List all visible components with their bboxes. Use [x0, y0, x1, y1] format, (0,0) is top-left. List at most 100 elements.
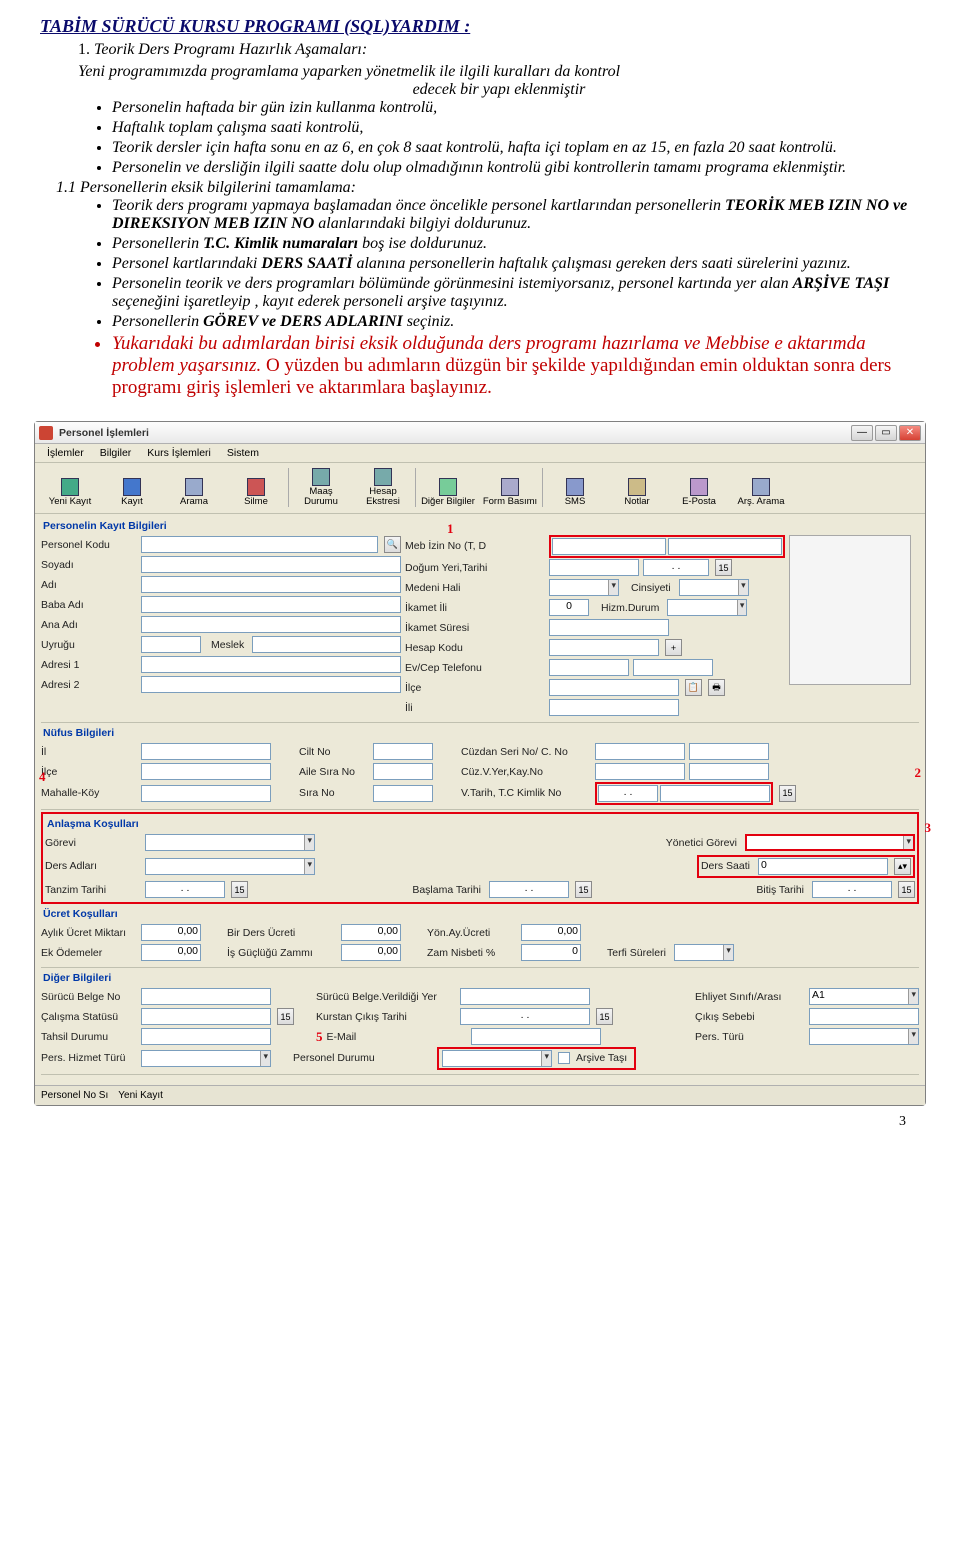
app-icon [39, 426, 53, 440]
input[interactable] [141, 763, 271, 780]
toolbar-button[interactable]: E-Posta [668, 466, 730, 509]
stepper-icon[interactable]: ▴▾ [894, 858, 911, 875]
date-icon[interactable]: 15 [231, 881, 248, 898]
input[interactable]: 0,00 [341, 944, 401, 961]
maximize-button[interactable]: ▭ [875, 425, 897, 441]
input[interactable] [549, 659, 629, 676]
input[interactable] [689, 743, 769, 760]
input[interactable] [549, 619, 669, 636]
ders-adlari-combo[interactable] [145, 858, 315, 875]
date-icon[interactable]: 15 [898, 881, 915, 898]
input[interactable]: 0 [521, 944, 581, 961]
input[interactable] [633, 659, 713, 676]
input[interactable] [373, 743, 433, 760]
toolbar-button[interactable]: Yeni Kayıt [39, 466, 101, 509]
combo[interactable] [667, 599, 747, 616]
bitis-input[interactable]: . . [812, 881, 892, 898]
input[interactable] [809, 1008, 919, 1025]
input[interactable] [460, 988, 590, 1005]
baslama-input[interactable]: . . [489, 881, 569, 898]
date-input[interactable]: . . [643, 559, 709, 576]
field-label: İş Güçlüğü Zammı [227, 947, 337, 959]
input[interactable]: 0,00 [341, 924, 401, 941]
print-icon[interactable]: 🖶 [708, 679, 725, 696]
lookup-icon[interactable]: 🔍 [384, 536, 401, 553]
input[interactable] [141, 536, 378, 553]
toolbar-button[interactable]: Form Basımı [479, 466, 541, 509]
toolbar-button[interactable]: Silme [225, 466, 287, 509]
close-button[interactable]: ✕ [899, 425, 921, 441]
input[interactable] [141, 1008, 271, 1025]
toolbar-button[interactable]: Hesap Ekstresi [352, 466, 414, 509]
date-icon[interactable]: 15 [596, 1008, 613, 1025]
input[interactable]: A1 [809, 988, 919, 1005]
menu-item[interactable]: İşlemler [41, 446, 90, 460]
menu-item[interactable]: Bilgiler [94, 446, 138, 460]
input[interactable] [595, 743, 685, 760]
gorevi-combo[interactable] [145, 834, 315, 851]
combo[interactable] [549, 579, 619, 596]
input[interactable] [549, 639, 659, 656]
toolbar-button[interactable]: Kayıt [101, 466, 163, 509]
minimize-button[interactable]: — [851, 425, 873, 441]
input[interactable] [141, 676, 401, 693]
input[interactable] [471, 1028, 601, 1045]
input[interactable] [689, 763, 769, 780]
input[interactable] [141, 576, 401, 593]
input[interactable]: 0 [549, 599, 589, 616]
input[interactable] [549, 679, 679, 696]
field-label: Soyadı [41, 559, 137, 571]
input[interactable]: 0,00 [141, 924, 201, 941]
toolbar-icon [501, 478, 519, 496]
input[interactable]: 0,00 [141, 944, 201, 961]
input[interactable]: . . [460, 1008, 590, 1025]
input[interactable] [141, 636, 201, 653]
tc-kimlik-input[interactable] [660, 785, 770, 802]
toolbar-button[interactable]: Arama [163, 466, 225, 509]
date-icon[interactable]: 15 [715, 559, 732, 576]
input[interactable] [141, 1028, 271, 1045]
page-number: 3 [0, 1106, 960, 1138]
meb-izin-d-input[interactable] [668, 538, 782, 555]
combo[interactable] [674, 944, 734, 961]
plus-icon[interactable]: + [665, 639, 682, 656]
toolbar-button[interactable]: Notlar [606, 466, 668, 509]
input[interactable] [141, 988, 271, 1005]
input[interactable] [549, 559, 639, 576]
input[interactable] [141, 556, 401, 573]
input[interactable] [595, 763, 685, 780]
t: seçeneğini işaretleyip , kayıt ederek pe… [112, 293, 508, 310]
date-icon[interactable]: 15 [779, 785, 796, 802]
input[interactable]: 0,00 [521, 924, 581, 941]
toolbar-button[interactable]: Diğer Bilgiler [417, 466, 479, 509]
tanzim-input[interactable]: . . [145, 881, 225, 898]
yonetici-combo[interactable] [745, 834, 915, 851]
toolbar-icon [374, 468, 392, 486]
input[interactable] [373, 785, 433, 802]
paste-icon[interactable]: 📋 [685, 679, 702, 696]
toolbar-button[interactable]: Maaş Durumu [290, 466, 352, 509]
t: seçiniz. [403, 313, 455, 330]
menu-item[interactable]: Sistem [221, 446, 265, 460]
input[interactable] [141, 656, 401, 673]
date-icon[interactable]: 15 [575, 881, 592, 898]
arsive-tasi-checkbox[interactable] [558, 1052, 570, 1064]
ders-saati-input[interactable]: 0 [758, 858, 888, 875]
toolbar-button[interactable]: Arş. Arama [730, 466, 792, 509]
input[interactable] [141, 743, 271, 760]
input[interactable] [141, 1050, 271, 1067]
personel-durumu-combo[interactable] [442, 1050, 552, 1067]
input[interactable] [373, 763, 433, 780]
input[interactable] [252, 636, 401, 653]
meb-izin-t-input[interactable] [552, 538, 666, 555]
input[interactable] [141, 616, 401, 633]
toolbar-button[interactable]: SMS [544, 466, 606, 509]
input[interactable] [549, 699, 679, 716]
menu-item[interactable]: Kurs İşlemleri [141, 446, 217, 460]
input[interactable] [141, 785, 271, 802]
helper-icon[interactable]: 15 [277, 1008, 294, 1025]
input[interactable] [141, 596, 401, 613]
combo[interactable] [679, 579, 749, 596]
input[interactable] [809, 1028, 919, 1045]
date-input[interactable]: . . [598, 785, 658, 802]
